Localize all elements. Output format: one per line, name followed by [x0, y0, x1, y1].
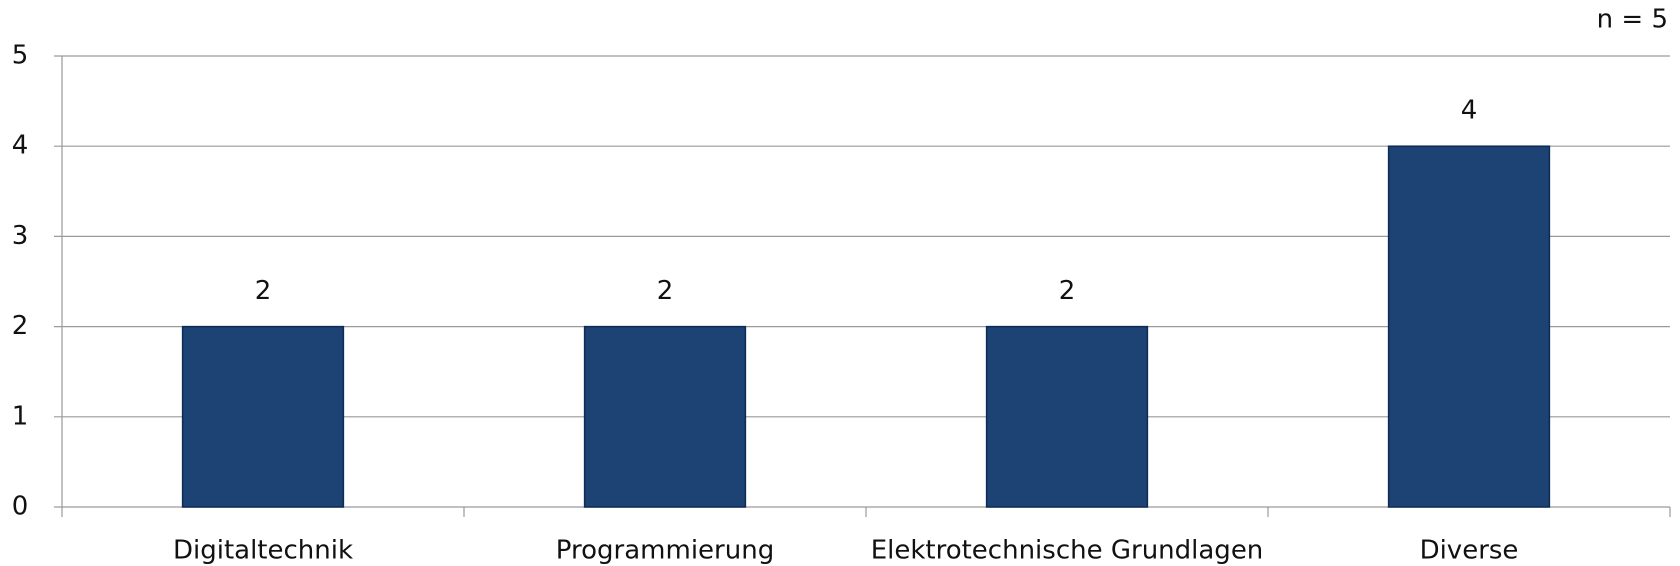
value-label: 2 — [657, 276, 674, 306]
bar — [583, 325, 747, 508]
x-tick-label: Diverse — [1420, 536, 1519, 566]
y-tick-label: 2 — [12, 311, 29, 341]
x-tick-label: Elektrotechnische Grundlagen — [871, 536, 1264, 566]
y-tick-label: 0 — [12, 492, 29, 522]
x-tick-label: Programmierung — [556, 536, 774, 566]
y-tick-label: 5 — [12, 41, 29, 71]
bar — [985, 325, 1149, 508]
bar — [181, 325, 345, 508]
y-tick-label: 1 — [12, 401, 29, 431]
y-tick-label: 4 — [12, 131, 29, 161]
value-label: 2 — [255, 276, 272, 306]
x-tick-label: Digitaltechnik — [173, 536, 353, 566]
value-label: 2 — [1059, 276, 1076, 306]
value-label: 4 — [1461, 96, 1478, 126]
y-tick-label: 3 — [12, 221, 29, 251]
annotation: n = 5 — [1597, 5, 1668, 35]
bar — [1387, 145, 1551, 508]
